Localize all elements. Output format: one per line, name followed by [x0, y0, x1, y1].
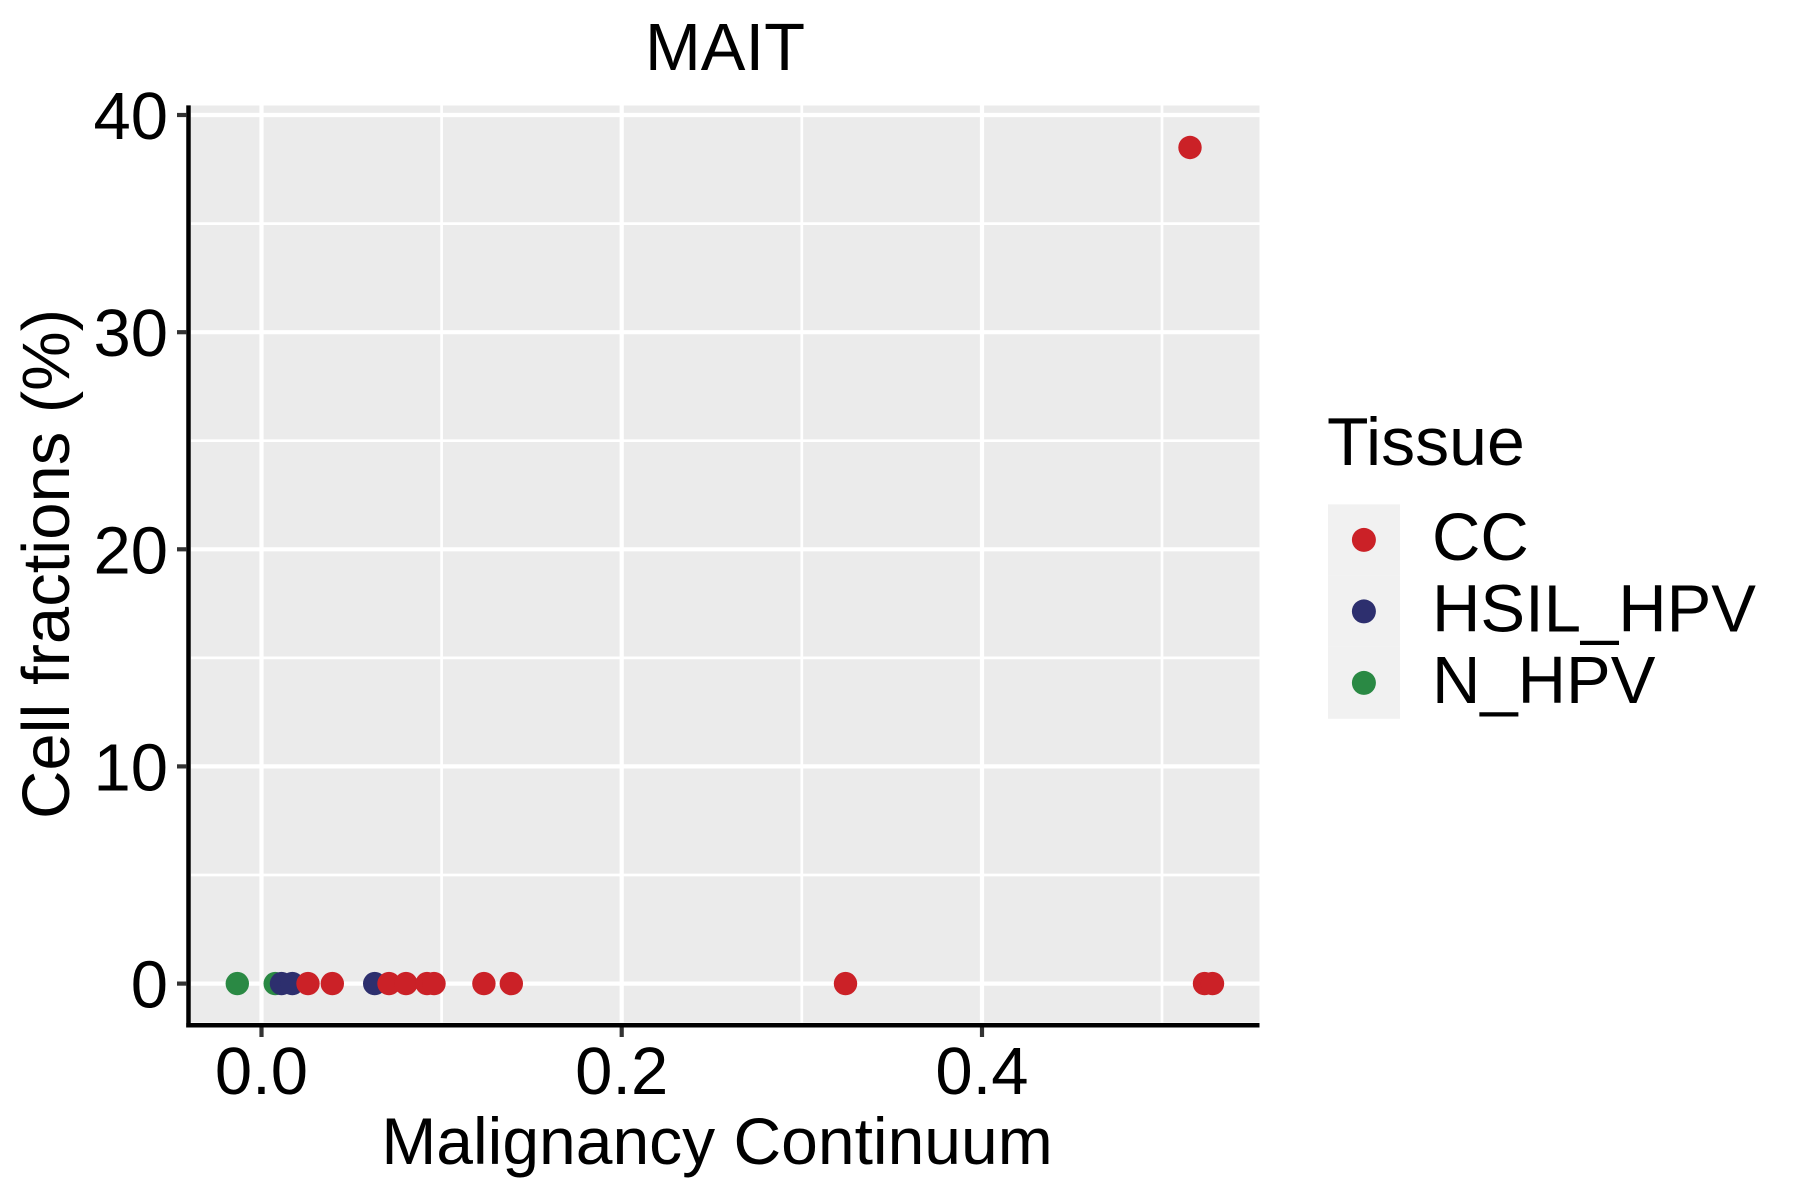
svg-text:0.2: 0.2	[575, 1034, 668, 1109]
svg-text:20: 20	[93, 513, 168, 588]
svg-text:0: 0	[131, 948, 168, 1023]
svg-text:HSIL_HPV: HSIL_HPV	[1432, 572, 1756, 647]
svg-text:0.4: 0.4	[935, 1034, 1028, 1109]
svg-text:Tissue: Tissue	[1327, 404, 1525, 480]
svg-text:30: 30	[93, 296, 168, 371]
svg-text:Malignancy Continuum: Malignancy Continuum	[381, 1104, 1052, 1178]
svg-text:CC: CC	[1432, 500, 1529, 575]
svg-text:10: 10	[93, 730, 168, 805]
svg-text:0.0: 0.0	[215, 1034, 308, 1109]
svg-text:MAIT: MAIT	[645, 10, 805, 85]
svg-text:N_HPV: N_HPV	[1432, 643, 1656, 718]
svg-text:40: 40	[93, 79, 168, 154]
svg-text:Cell fractions (%): Cell fractions (%)	[9, 309, 84, 819]
